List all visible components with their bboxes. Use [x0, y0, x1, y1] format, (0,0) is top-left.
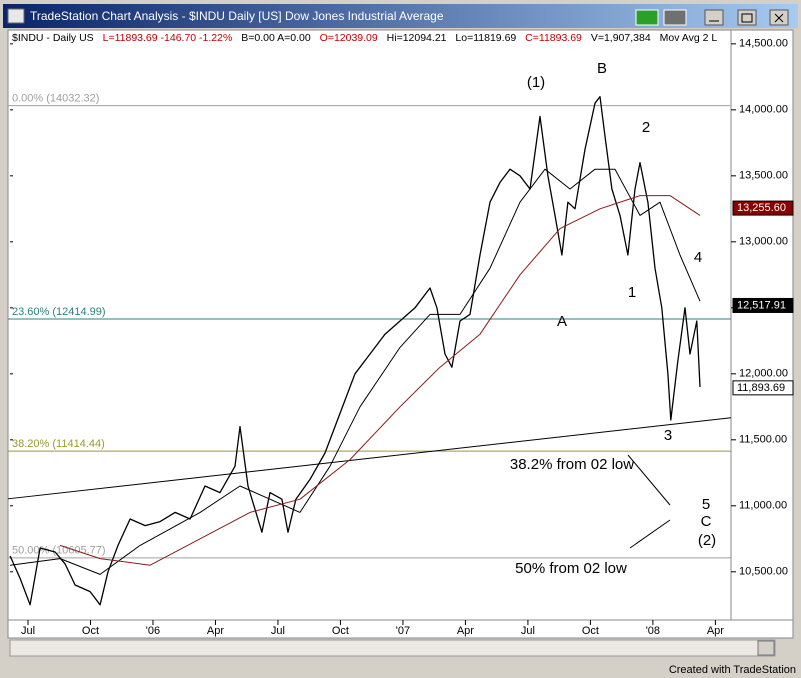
y-tick-label: 13,500.00 — [739, 170, 788, 182]
fib-label: 23.60% (12414.99) — [12, 306, 106, 318]
x-tick-label: Apr — [707, 625, 724, 637]
wave-label: 5 — [702, 496, 710, 513]
moving-average — [59, 195, 701, 566]
moving-average — [10, 168, 701, 575]
wave-label: 3 — [664, 427, 672, 444]
price-axis — [730, 29, 794, 621]
x-tick-label: Oct — [82, 625, 99, 637]
price-marker — [732, 200, 794, 216]
x-tick-label: Jul — [271, 625, 285, 637]
wave-label: 4 — [694, 249, 702, 266]
wave-label: (1) — [527, 74, 545, 91]
price-marker — [732, 297, 794, 313]
price-line — [9, 95, 701, 606]
x-tick-label: Apr — [207, 625, 224, 637]
wave-label: (2) — [698, 532, 716, 549]
trendline — [7, 417, 732, 500]
window-button-glyphs — [709, 13, 784, 23]
status-bid-ask: B=0.00 A=0.00 — [241, 32, 311, 44]
y-tick-label: 14,500.00 — [739, 38, 788, 50]
price-marker-label: 13,255.60 — [737, 202, 786, 214]
y-tick-label: 11,000.00 — [739, 500, 787, 512]
fib-label: 0.00% (14032.32) — [12, 92, 99, 104]
x-tick-label: '08 — [646, 625, 660, 637]
scroll-thumb[interactable] — [757, 640, 775, 656]
status-last: L=11893.69 -146.70 -1.22% — [103, 32, 233, 44]
price-marker-label: 12,517.91 — [737, 299, 786, 311]
wave-label: C — [701, 513, 712, 530]
s-button[interactable] — [635, 9, 659, 26]
wave-label: 38.2% from 02 low — [510, 456, 634, 473]
y-tick-label: 12,000.00 — [739, 368, 788, 380]
fib-label: 50.00% (10605.77) — [12, 545, 106, 557]
status-symbol: $INDU - Daily US — [12, 32, 94, 44]
plot-area — [7, 29, 732, 621]
x-tick-label: Apr — [457, 625, 474, 637]
time-axis — [7, 619, 794, 639]
wave-label: 1 — [628, 284, 636, 301]
wave-label: 50% from 02 low — [515, 560, 627, 577]
wave-label: A — [557, 313, 567, 330]
wave-label: B — [597, 60, 607, 77]
footer: Created with TradeStation — [669, 664, 796, 676]
status-line: $INDU - Daily US L=11893.69 -146.70 -1.2… — [12, 32, 717, 44]
x-tick-label: Oct — [582, 625, 599, 637]
status-close: C=11893.69 — [525, 32, 582, 44]
y-tick-label: 11,500.00 — [739, 434, 787, 446]
status-volume: V=1,907,384 — [591, 32, 651, 44]
y-tick-label: 13,000.00 — [739, 236, 788, 248]
price-marker-label: 11,893.69 — [737, 382, 785, 394]
minimize-button[interactable] — [704, 9, 724, 26]
scrollbar[interactable] — [9, 639, 776, 657]
x-tick-label: Jul — [521, 625, 535, 637]
window-title: TradeStation Chart Analysis - $INDU Dail… — [30, 9, 444, 23]
status-study: Mov Avg 2 L — [660, 32, 718, 44]
fib-label: 38.20% (11414.44) — [12, 438, 105, 450]
x-tick-label: Jul — [21, 625, 35, 637]
x-tick-label: Oct — [332, 625, 349, 637]
status-low: Lo=11819.69 — [455, 32, 516, 44]
price-marker — [732, 380, 794, 396]
status-high: Hi=12094.21 — [387, 32, 447, 44]
i-button[interactable] — [663, 9, 687, 26]
projection-lines — [627, 454, 671, 549]
y-tick-label: 14,000.00 — [739, 104, 788, 116]
wave-label: 2 — [642, 119, 650, 136]
status-open: O=12039.09 — [320, 32, 378, 44]
maximize-button[interactable] — [737, 9, 757, 26]
y-tick-label: 10,500.00 — [739, 566, 788, 578]
x-tick-label: '07 — [396, 625, 410, 637]
x-tick-label: '06 — [146, 625, 160, 637]
app-icon — [7, 8, 25, 24]
